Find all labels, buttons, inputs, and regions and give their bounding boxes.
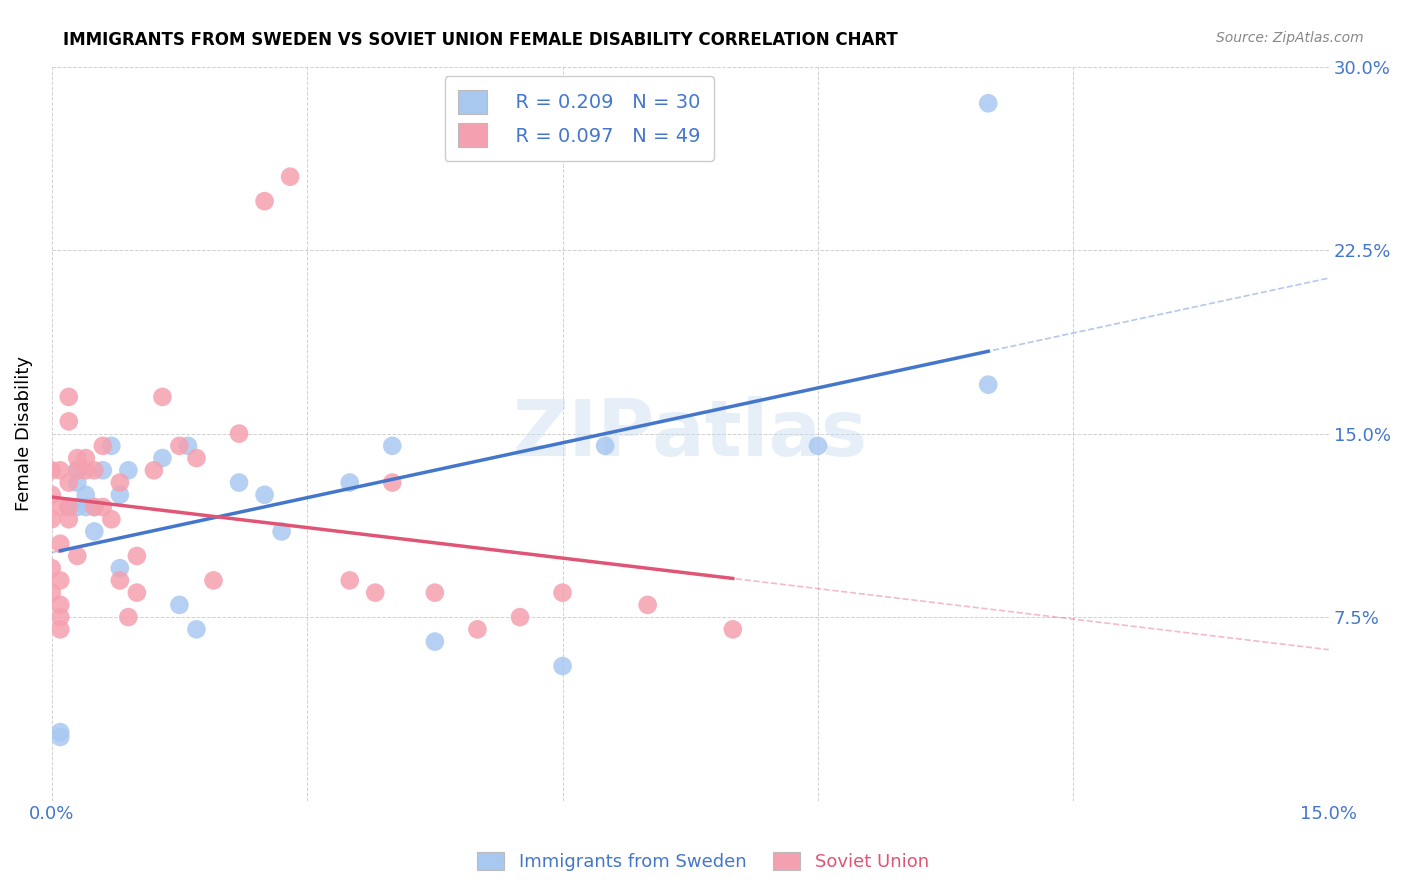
- Point: [91, 500, 114, 514]
- Point: [278, 169, 301, 184]
- Point: [49, 598, 72, 612]
- Point: [41, 463, 63, 477]
- Point: [270, 524, 292, 539]
- Point: [75, 488, 97, 502]
- Legend: Immigrants from Sweden, Soviet Union: Immigrants from Sweden, Soviet Union: [470, 845, 936, 879]
- Point: [721, 623, 744, 637]
- Point: [169, 439, 191, 453]
- Point: [58, 390, 80, 404]
- Point: [228, 426, 250, 441]
- Point: [977, 96, 1000, 111]
- Legend:   R = 0.209   N = 30,   R = 0.097   N = 49: R = 0.209 N = 30, R = 0.097 N = 49: [444, 77, 714, 161]
- Point: [593, 439, 616, 453]
- Point: [66, 463, 89, 477]
- Point: [108, 475, 131, 490]
- Point: [49, 725, 72, 739]
- Text: IMMIGRANTS FROM SWEDEN VS SOVIET UNION FEMALE DISABILITY CORRELATION CHART: IMMIGRANTS FROM SWEDEN VS SOVIET UNION F…: [63, 31, 898, 49]
- Point: [58, 500, 80, 514]
- Point: [83, 500, 105, 514]
- Point: [41, 561, 63, 575]
- Point: [58, 414, 80, 428]
- Point: [142, 463, 165, 477]
- Point: [91, 463, 114, 477]
- Point: [125, 585, 148, 599]
- Point: [49, 623, 72, 637]
- Point: [551, 585, 574, 599]
- Point: [253, 488, 276, 502]
- Point: [49, 463, 72, 477]
- Point: [228, 475, 250, 490]
- Point: [75, 451, 97, 466]
- Point: [108, 561, 131, 575]
- Point: [49, 574, 72, 588]
- Point: [169, 598, 191, 612]
- Point: [509, 610, 531, 624]
- Point: [58, 500, 80, 514]
- Point: [100, 512, 122, 526]
- Point: [152, 451, 174, 466]
- Point: [49, 537, 72, 551]
- Point: [49, 610, 72, 624]
- Point: [423, 585, 446, 599]
- Point: [66, 549, 89, 563]
- Point: [100, 439, 122, 453]
- Point: [49, 500, 72, 514]
- Y-axis label: Female Disability: Female Disability: [15, 356, 32, 511]
- Point: [108, 574, 131, 588]
- Point: [186, 451, 208, 466]
- Point: [977, 377, 1000, 392]
- Point: [66, 463, 89, 477]
- Text: Source: ZipAtlas.com: Source: ZipAtlas.com: [1216, 31, 1364, 45]
- Point: [807, 439, 830, 453]
- Point: [41, 488, 63, 502]
- Point: [551, 659, 574, 673]
- Point: [49, 730, 72, 744]
- Point: [41, 512, 63, 526]
- Point: [41, 585, 63, 599]
- Point: [58, 475, 80, 490]
- Point: [177, 439, 200, 453]
- Point: [364, 585, 387, 599]
- Point: [381, 439, 404, 453]
- Point: [66, 500, 89, 514]
- Point: [339, 574, 361, 588]
- Point: [467, 623, 489, 637]
- Point: [66, 451, 89, 466]
- Point: [91, 439, 114, 453]
- Point: [66, 475, 89, 490]
- Point: [83, 524, 105, 539]
- Point: [108, 488, 131, 502]
- Point: [381, 475, 404, 490]
- Point: [637, 598, 659, 612]
- Point: [117, 610, 139, 624]
- Point: [117, 463, 139, 477]
- Point: [58, 512, 80, 526]
- Point: [202, 574, 225, 588]
- Point: [75, 500, 97, 514]
- Text: ZIPatlas: ZIPatlas: [513, 396, 868, 472]
- Point: [83, 500, 105, 514]
- Point: [152, 390, 174, 404]
- Point: [423, 634, 446, 648]
- Point: [75, 463, 97, 477]
- Point: [83, 463, 105, 477]
- Point: [339, 475, 361, 490]
- Point: [125, 549, 148, 563]
- Point: [253, 194, 276, 209]
- Point: [186, 623, 208, 637]
